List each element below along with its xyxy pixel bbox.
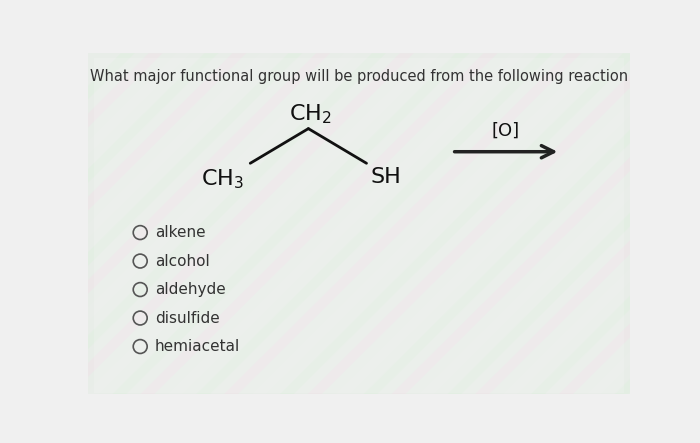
Text: CH$_3$: CH$_3$ [201, 167, 244, 191]
Polygon shape [140, 53, 498, 394]
Polygon shape [615, 53, 700, 394]
Polygon shape [391, 53, 700, 394]
Polygon shape [0, 53, 274, 394]
Polygon shape [57, 53, 414, 394]
Polygon shape [363, 53, 700, 394]
Polygon shape [280, 53, 637, 394]
Polygon shape [252, 53, 609, 394]
Polygon shape [0, 53, 135, 394]
Polygon shape [29, 53, 386, 394]
Polygon shape [168, 53, 526, 394]
Polygon shape [224, 53, 581, 394]
Text: disulfide: disulfide [155, 311, 220, 326]
Polygon shape [0, 53, 162, 394]
Polygon shape [0, 53, 218, 394]
Polygon shape [0, 53, 190, 394]
Polygon shape [671, 53, 700, 394]
Text: alcohol: alcohol [155, 253, 210, 268]
Polygon shape [475, 53, 700, 394]
Text: What major functional group will be produced from the following reaction: What major functional group will be prod… [90, 70, 628, 84]
Polygon shape [335, 53, 693, 394]
Polygon shape [643, 53, 700, 394]
Text: alkene: alkene [155, 225, 206, 240]
Text: [O]: [O] [492, 121, 520, 140]
Text: SH: SH [370, 167, 401, 187]
Polygon shape [531, 53, 700, 394]
Polygon shape [112, 53, 470, 394]
Text: hemiacetal: hemiacetal [155, 339, 240, 354]
Polygon shape [0, 53, 330, 394]
Polygon shape [587, 53, 700, 394]
Polygon shape [85, 53, 442, 394]
Polygon shape [196, 53, 553, 394]
Polygon shape [1, 53, 358, 394]
Text: CH$_2$: CH$_2$ [288, 102, 331, 125]
Polygon shape [559, 53, 700, 394]
Polygon shape [0, 53, 246, 394]
Polygon shape [698, 53, 700, 394]
Text: aldehyde: aldehyde [155, 282, 225, 297]
Polygon shape [447, 53, 700, 394]
Polygon shape [503, 53, 700, 394]
Polygon shape [307, 53, 665, 394]
Polygon shape [0, 53, 302, 394]
Polygon shape [419, 53, 700, 394]
